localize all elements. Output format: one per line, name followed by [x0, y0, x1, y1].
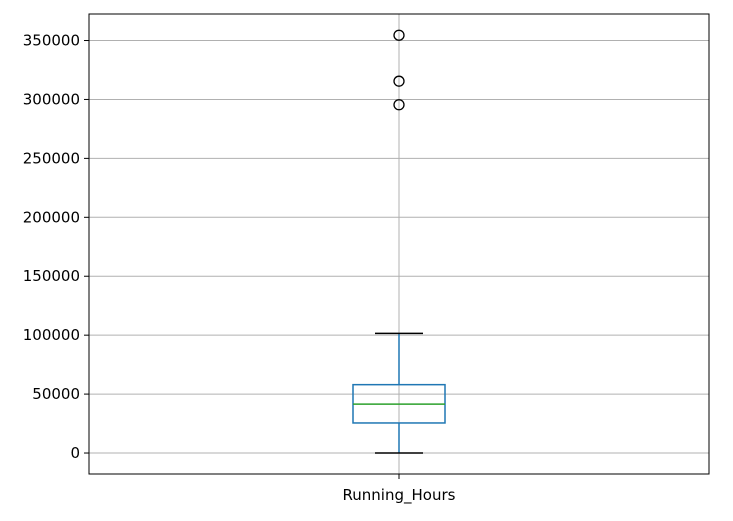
axes-frame — [88, 13, 710, 475]
y-tick-label: 0 — [70, 444, 80, 462]
outlier-point — [393, 75, 405, 87]
outlier-point — [393, 99, 405, 111]
box-layer — [352, 29, 446, 454]
y-tick-label: 200000 — [23, 208, 80, 226]
y-tick-label: 100000 — [23, 326, 80, 344]
y-tick-label: 300000 — [23, 90, 80, 108]
y-tick-label: 350000 — [23, 32, 80, 50]
y-tick-label: 250000 — [23, 149, 80, 167]
y-tick-label: 50000 — [32, 385, 80, 403]
y-tick-label: 150000 — [23, 267, 80, 285]
tick-layer: 0 50000 100000 150000 200000 250000 300000 3500… — [23, 32, 456, 505]
outlier-point — [393, 29, 405, 41]
grid-layer — [89, 14, 709, 474]
x-tick-label: Running_Hours — [343, 486, 456, 505]
